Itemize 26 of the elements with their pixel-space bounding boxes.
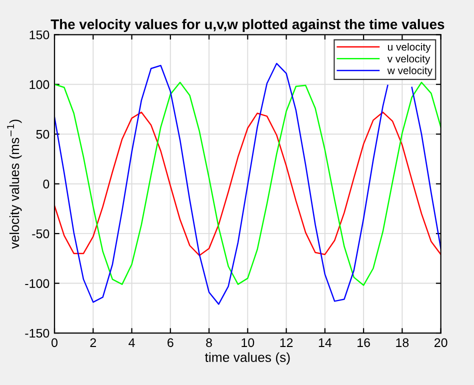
y-tick-label: 0 [43, 180, 50, 188]
y-tick-label: 100 [30, 80, 50, 90]
x-tick-label: 0 [52, 338, 58, 348]
legend-label: w velocity [387, 66, 432, 76]
x-axis-title: time values (s) [204, 352, 290, 365]
y-tick-label: -50 [32, 229, 50, 238]
x-tick-label: 16 [358, 338, 370, 348]
chart-title: The velocity values for u,v,w plotted against the time values [50, 19, 444, 32]
y-tick-label: -150 [25, 328, 50, 338]
y-axis-title: velocity values (ms$^{−1}$) [7, 120, 22, 249]
x-tick-label: 14 [318, 338, 332, 347]
x-tick-label: 2 [90, 338, 96, 347]
x-tick-label: 6 [168, 338, 174, 348]
x-tick-label: 12 [280, 338, 293, 347]
x-tick-label: 20 [434, 338, 448, 348]
legend-label: v velocity [387, 54, 430, 64]
line-series [54, 82, 441, 286]
x-tick-label: 18 [396, 338, 409, 348]
y-tick-label: 50 [36, 130, 50, 139]
line-series [54, 112, 441, 256]
y-tick-label: -100 [25, 279, 50, 288]
x-tick-label: 8 [206, 338, 212, 348]
x-tick-label: 10 [242, 338, 254, 348]
y-tick-label: 150 [30, 30, 50, 40]
x-tick-label: 4 [128, 338, 135, 347]
legend-label: u velocity [388, 42, 431, 53]
